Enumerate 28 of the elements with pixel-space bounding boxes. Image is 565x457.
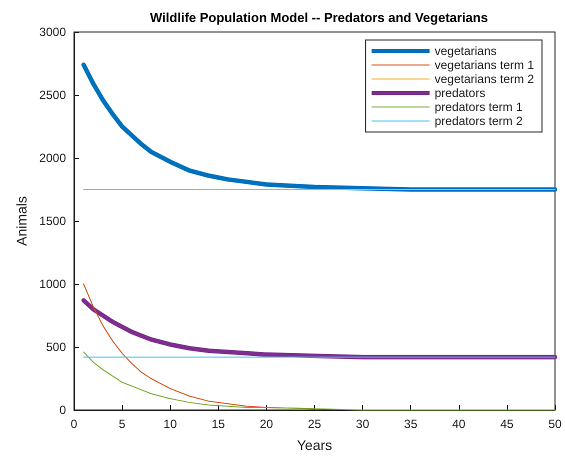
x-tick-label: 30 <box>356 417 370 431</box>
x-axis-title: Years <box>296 437 332 453</box>
legend-label: vegetarians <box>434 44 497 58</box>
chart-title: Wildlife Population Model -- Predators and Vegetarians <box>150 10 488 25</box>
x-tick-label: 15 <box>212 417 226 431</box>
y-tick-label: 1000 <box>39 277 66 291</box>
y-tick-label: 2500 <box>39 88 66 102</box>
x-tick-label: 10 <box>164 417 178 431</box>
x-tick-label: 35 <box>404 417 418 431</box>
y-axis-title: Animals <box>13 196 30 246</box>
y-tick-label: 500 <box>46 340 66 354</box>
y-tick-label: 1500 <box>39 214 66 228</box>
x-tick-label: 25 <box>308 417 322 431</box>
x-tick-label: 50 <box>548 417 562 431</box>
x-tick-label: 0 <box>70 417 78 431</box>
y-tick-label: 3000 <box>39 25 66 39</box>
legend-label: predators term 1 <box>434 100 523 114</box>
legend-label: vegetarians term 1 <box>434 58 534 72</box>
legend-label: predators term 2 <box>434 114 523 128</box>
x-tick-label: 5 <box>118 417 126 431</box>
legend-label: vegetarians term 2 <box>434 72 534 86</box>
x-tick-label: 20 <box>260 417 274 431</box>
x-tick-label: 45 <box>500 417 514 431</box>
x-tick-label: 40 <box>452 417 466 431</box>
y-tick-label: 0 <box>59 403 66 417</box>
line-series <box>83 352 556 410</box>
y-tick-label: 2000 <box>39 151 66 165</box>
legend-label: predators <box>434 86 486 100</box>
